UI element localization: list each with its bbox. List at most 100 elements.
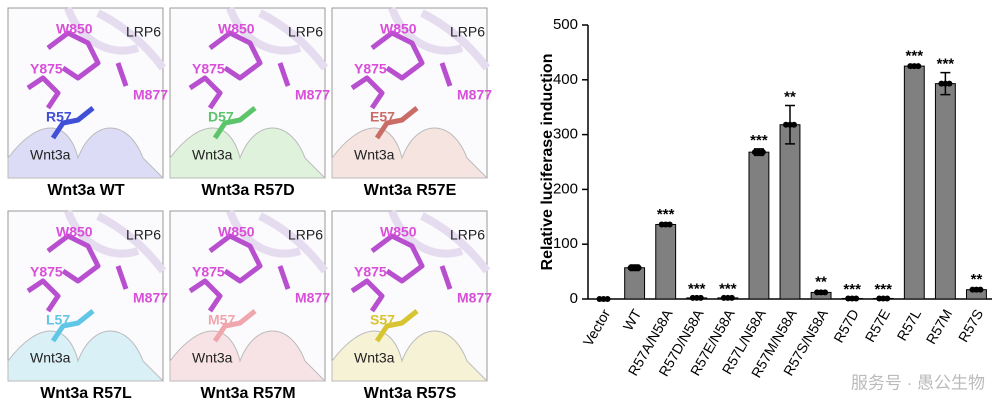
replicate-dot (759, 149, 766, 156)
structure-panel: W850 LRP6 Y875 M877 S57 Wnt3a (331, 209, 492, 382)
wnt3a-helix (331, 330, 489, 382)
wnt3a-helix (169, 330, 327, 382)
y-axis-label: Relative luciferase induction (539, 54, 556, 271)
replicate-dot (915, 63, 922, 70)
residue-label: Wnt3a (30, 147, 71, 163)
structure-panel: W850 LRP6 Y875 M877 E57 Wnt3a (331, 6, 492, 179)
residue-label: Wnt3a (192, 147, 233, 163)
x-tick-label: WT (620, 306, 645, 333)
residue-sticks (26, 233, 129, 313)
significance: *** (937, 56, 955, 73)
replicate-dot (791, 121, 797, 128)
residue-label: Y875 (354, 264, 387, 280)
replicate-dot (822, 289, 829, 296)
significance: ** (815, 274, 827, 291)
significance: *** (906, 47, 924, 64)
x-tick-label: R57S (955, 306, 986, 344)
bar (779, 124, 801, 300)
bar (624, 267, 646, 300)
residue-label: L57 (46, 312, 70, 328)
residue-label: M877 (457, 87, 492, 103)
y-tick-label: 500 (553, 16, 578, 33)
residue-label: M877 (295, 87, 330, 103)
replicate-dot (977, 286, 984, 293)
replicate-dot (666, 221, 673, 228)
mutant-residue (374, 309, 419, 343)
y-tick-label: 100 (553, 235, 578, 252)
lrp6-ribbon (388, 6, 491, 71)
residue-label: M877 (133, 87, 168, 103)
structure-panel: W850 LRP6 Y875 M877 R57 Wnt3a (7, 6, 168, 179)
structure-panel: W850 LRP6 Y875 M877 M57 Wnt3a (169, 209, 330, 382)
bar (655, 223, 677, 300)
residue-label: W850 (56, 224, 93, 240)
residue-label: LRP6 (288, 227, 323, 243)
lrp6-ribbon (388, 209, 491, 274)
residue-label: W850 (56, 21, 93, 37)
lrp6-ribbon (64, 209, 167, 274)
residue-label: M877 (295, 290, 330, 306)
residue-label: Y875 (30, 61, 63, 77)
significance: ** (971, 271, 983, 288)
x-tick-label: Vector (580, 306, 614, 349)
wnt3a-helix (7, 330, 165, 382)
residue-sticks (26, 30, 129, 110)
bar (934, 83, 956, 300)
mutant-residue (212, 106, 257, 140)
residue-label: E57 (370, 109, 395, 125)
y-tick-label: 0 (570, 290, 578, 307)
residue-label: W850 (218, 224, 255, 240)
residue-label: R57 (46, 109, 72, 125)
residue-label: Y875 (192, 61, 225, 77)
residue-sticks (188, 233, 291, 313)
panel-title: Wnt3a R57S (364, 385, 457, 402)
residue-label: W850 (218, 21, 255, 37)
replicate-dot (884, 295, 891, 302)
residue-label: Wnt3a (354, 147, 395, 163)
panel-title: Wnt3a R57D (201, 182, 294, 199)
panel-title: Wnt3a R57L (40, 385, 132, 402)
bar (748, 151, 770, 300)
significance: *** (843, 281, 861, 298)
lrp6-ribbon (226, 209, 329, 274)
residue-label: Wnt3a (192, 350, 233, 366)
residue-label: Wnt3a (30, 350, 71, 366)
lrp6-ribbon (226, 6, 329, 71)
mutant-residue (50, 309, 95, 343)
residue-label: M877 (457, 290, 492, 306)
y-tick-label: 200 (553, 180, 578, 197)
residue-label: LRP6 (450, 24, 485, 40)
significance: *** (719, 280, 737, 297)
replicate-dot (635, 264, 642, 271)
residue-label: W850 (380, 224, 417, 240)
lrp6-ribbon (64, 6, 167, 71)
wnt3a-helix (169, 127, 327, 179)
structure-panel: W850 LRP6 Y875 M877 L57 Wnt3a (7, 209, 168, 382)
wnt3a-helix (7, 127, 165, 179)
replicate-dot (604, 296, 611, 302)
significance: *** (688, 280, 706, 297)
x-tick-label: R57E (862, 306, 893, 344)
mutant-residue (212, 309, 257, 343)
residue-label: LRP6 (126, 24, 161, 40)
residue-label: LRP6 (450, 227, 485, 243)
residue-label: Wnt3a (354, 350, 395, 366)
x-tick-label: R57D (830, 306, 862, 345)
y-tick-label: 300 (553, 126, 578, 143)
panel-title: Wnt3a R57M (200, 385, 295, 402)
significance: *** (657, 206, 675, 223)
structure-panel: W850 LRP6 Y875 M877 D57 Wnt3a (169, 6, 330, 179)
replicate-dot (697, 294, 704, 301)
residue-label: D57 (208, 109, 234, 125)
x-tick-label: R57L (894, 306, 925, 343)
residue-label: M57 (208, 312, 235, 328)
panel-title: Wnt3a WT (47, 182, 125, 199)
residue-label: W850 (380, 21, 417, 37)
panel-title: Wnt3a R57E (364, 182, 457, 199)
residue-sticks (350, 233, 453, 313)
watermark: 服务号 · 愚公生物 (851, 373, 985, 392)
residue-label: Y875 (354, 61, 387, 77)
residue-label: S57 (370, 312, 395, 328)
residue-label: Y875 (30, 264, 63, 280)
